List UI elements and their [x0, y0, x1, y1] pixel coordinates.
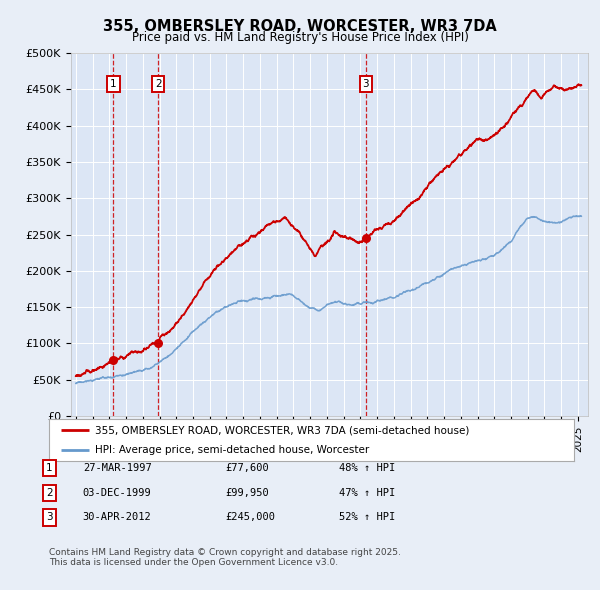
- Text: £99,950: £99,950: [225, 488, 269, 497]
- Text: Contains HM Land Registry data © Crown copyright and database right 2025.
This d: Contains HM Land Registry data © Crown c…: [49, 548, 401, 567]
- Text: 27-MAR-1997: 27-MAR-1997: [83, 463, 152, 473]
- Text: 3: 3: [46, 513, 53, 522]
- Text: 355, OMBERSLEY ROAD, WORCESTER, WR3 7DA (semi-detached house): 355, OMBERSLEY ROAD, WORCESTER, WR3 7DA …: [95, 425, 470, 435]
- Text: 47% ↑ HPI: 47% ↑ HPI: [339, 488, 395, 497]
- Text: 3: 3: [362, 79, 369, 89]
- Text: 355, OMBERSLEY ROAD, WORCESTER, WR3 7DA: 355, OMBERSLEY ROAD, WORCESTER, WR3 7DA: [103, 19, 497, 34]
- Text: 48% ↑ HPI: 48% ↑ HPI: [339, 463, 395, 473]
- Text: 03-DEC-1999: 03-DEC-1999: [83, 488, 152, 497]
- Text: £77,600: £77,600: [225, 463, 269, 473]
- Text: Price paid vs. HM Land Registry's House Price Index (HPI): Price paid vs. HM Land Registry's House …: [131, 31, 469, 44]
- Text: HPI: Average price, semi-detached house, Worcester: HPI: Average price, semi-detached house,…: [95, 445, 370, 455]
- Text: 2: 2: [155, 79, 161, 89]
- Text: 52% ↑ HPI: 52% ↑ HPI: [339, 513, 395, 522]
- Text: 2: 2: [46, 488, 53, 497]
- Text: £245,000: £245,000: [225, 513, 275, 522]
- Text: 30-APR-2012: 30-APR-2012: [83, 513, 152, 522]
- Text: 1: 1: [46, 463, 53, 473]
- Text: 1: 1: [110, 79, 116, 89]
